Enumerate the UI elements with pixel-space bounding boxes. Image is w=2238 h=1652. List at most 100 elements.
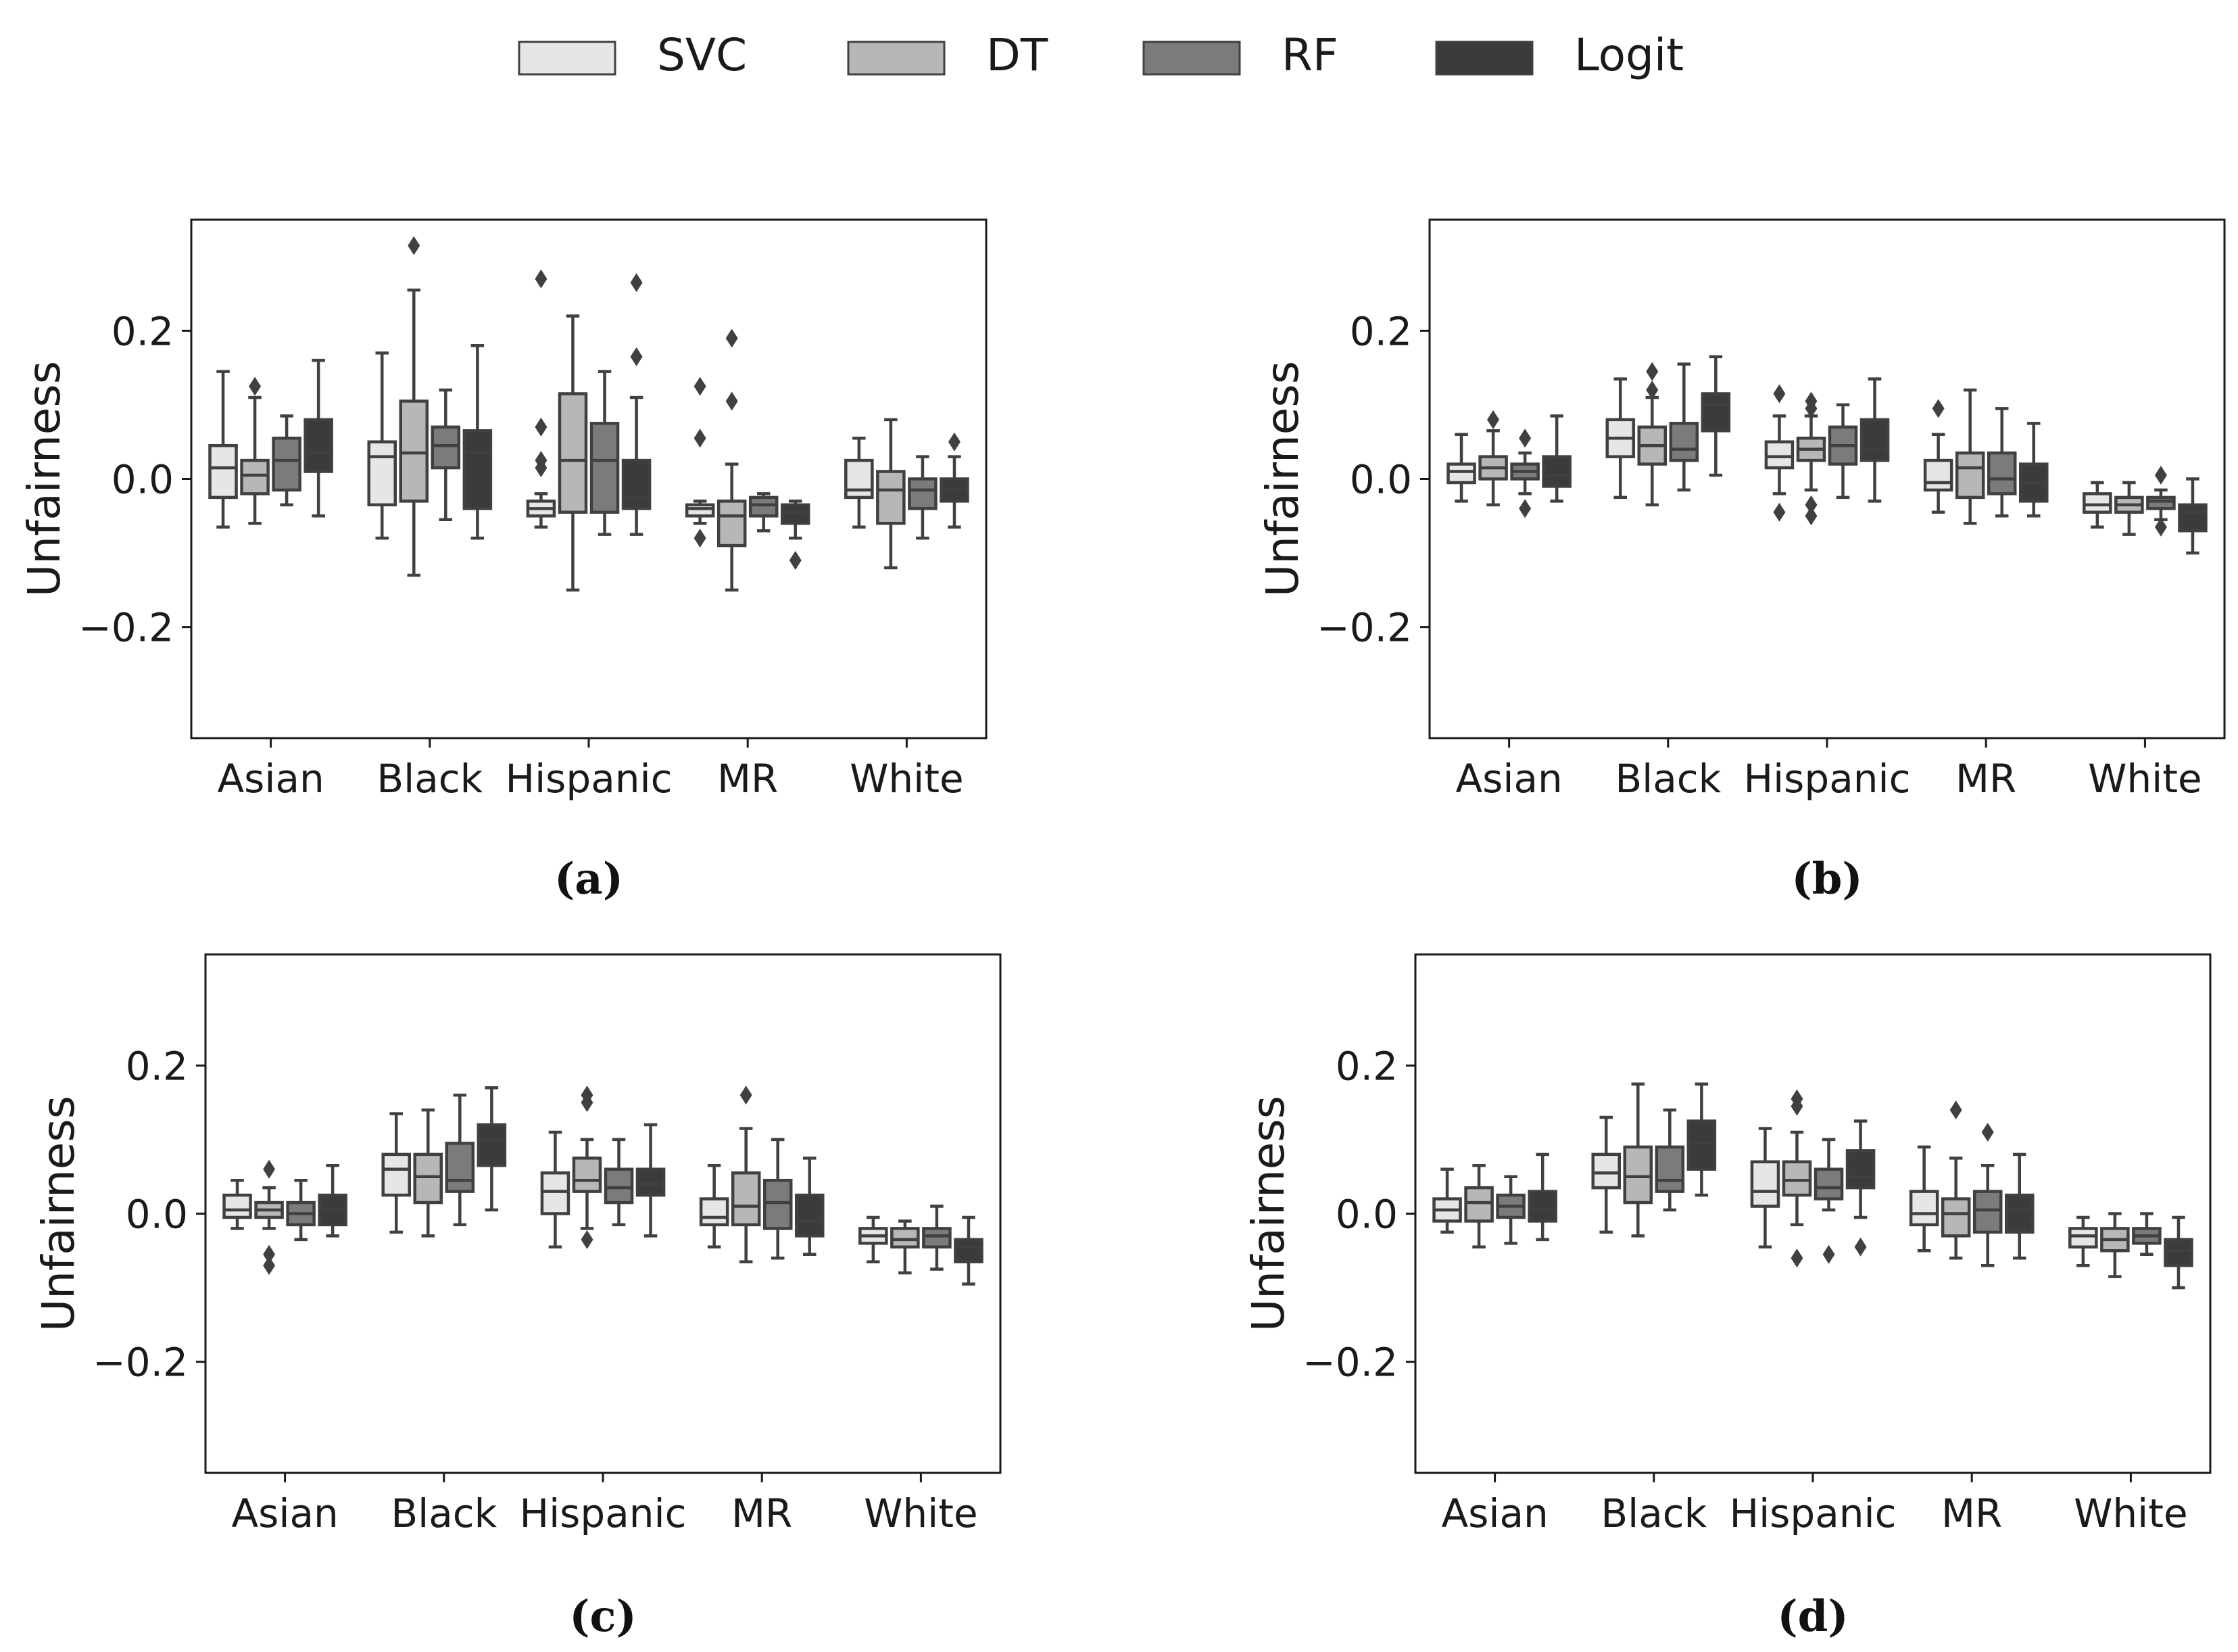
box-iqr bbox=[1814, 1167, 1844, 1200]
y-axis-label: Unfairness bbox=[18, 361, 70, 597]
box-rf-hispanic bbox=[1814, 1138, 1844, 1264]
box-rf-hispanic bbox=[604, 1138, 634, 1227]
box-rf-black bbox=[1669, 362, 1699, 492]
box-rf-hispanic bbox=[1828, 403, 1858, 500]
y-tick-label: −0.2 bbox=[93, 1340, 188, 1386]
box-svc-mr bbox=[1923, 399, 1953, 514]
box-dt-hispanic bbox=[1782, 1089, 1812, 1268]
outlier-marker bbox=[263, 1159, 276, 1179]
box-svc-white bbox=[858, 1215, 888, 1263]
outlier-marker bbox=[1791, 1096, 1803, 1116]
box-iqr bbox=[1464, 1186, 1494, 1223]
box-iqr bbox=[2146, 495, 2176, 510]
outlier-marker bbox=[581, 1230, 593, 1249]
box-dt-asian bbox=[240, 376, 270, 525]
box-rf-asian bbox=[272, 414, 301, 507]
box-iqr bbox=[604, 1167, 634, 1205]
outlier-marker bbox=[694, 529, 706, 548]
box-iqr bbox=[1446, 462, 1476, 485]
series-rf bbox=[1496, 1108, 2162, 1267]
outlier-marker bbox=[1646, 362, 1659, 381]
box-dt-black bbox=[413, 1108, 443, 1238]
legend-item-logit: Logit bbox=[1435, 29, 1684, 81]
box-rf-mr bbox=[762, 1138, 793, 1260]
box-rf-white bbox=[908, 455, 938, 540]
box-iqr bbox=[240, 458, 270, 495]
box-iqr bbox=[685, 503, 715, 518]
box-iqr bbox=[462, 429, 493, 510]
box-iqr bbox=[1782, 1160, 1812, 1197]
outlier-marker bbox=[630, 347, 643, 366]
x-tick-label: MR bbox=[731, 1490, 792, 1536]
box-iqr bbox=[716, 500, 747, 548]
box-dt-black bbox=[1623, 1082, 1653, 1238]
x-tick-label: MR bbox=[717, 756, 778, 802]
y-axis-label: Unfairness bbox=[32, 1096, 84, 1332]
outlier-marker bbox=[694, 376, 706, 396]
outlier-marker bbox=[1932, 399, 1945, 418]
box-iqr bbox=[1764, 440, 1795, 470]
box-rf-mr bbox=[1972, 1122, 2003, 1267]
y-tick-label: 0.2 bbox=[1350, 308, 1412, 354]
outlier-marker bbox=[630, 273, 643, 293]
box-dt-asian bbox=[254, 1159, 284, 1276]
legend-swatch-dt bbox=[847, 41, 946, 76]
box-iqr bbox=[2068, 1227, 2098, 1249]
box-iqr bbox=[477, 1123, 507, 1167]
x-tick-label: Asian bbox=[231, 1490, 338, 1536]
series-logit bbox=[1542, 355, 2208, 555]
box-iqr bbox=[589, 422, 620, 514]
legend-item-svc: SVC bbox=[518, 29, 747, 81]
box-iqr bbox=[272, 436, 301, 492]
box-iqr bbox=[208, 443, 238, 500]
outlier-marker bbox=[249, 376, 262, 396]
legend-item-rf: RF bbox=[1142, 29, 1338, 81]
outlier-marker bbox=[2154, 466, 2167, 485]
box-svc-black bbox=[1591, 1115, 1622, 1234]
outlier-marker bbox=[694, 429, 706, 448]
box-logit-white bbox=[2178, 477, 2208, 555]
box-svc-mr bbox=[699, 1164, 729, 1249]
box-dt-mr bbox=[1955, 388, 1985, 525]
box-logit-black bbox=[477, 1086, 507, 1212]
panel-caption: (b) bbox=[1791, 854, 1862, 904]
outlier-marker bbox=[1822, 1244, 1835, 1264]
box-dt-black bbox=[1637, 362, 1668, 507]
series-rf bbox=[272, 370, 938, 540]
box-rf-black bbox=[1655, 1108, 1685, 1212]
box-svc-black bbox=[367, 351, 397, 540]
series-dt bbox=[1478, 362, 2144, 536]
box-svc-asian bbox=[1446, 433, 1476, 503]
box-logit-white bbox=[940, 432, 969, 529]
box-logit-white bbox=[2164, 1215, 2193, 1290]
series-svc bbox=[222, 1112, 888, 1263]
outlier-marker bbox=[1773, 502, 1786, 522]
box-iqr bbox=[1750, 1160, 1780, 1208]
outlier-marker bbox=[1805, 506, 1818, 526]
box-svc-asian bbox=[208, 370, 238, 529]
x-tick-label: White bbox=[2088, 756, 2202, 802]
box-iqr bbox=[399, 399, 429, 503]
y-axis-label: Unfairness bbox=[1257, 361, 1309, 597]
series-logit bbox=[303, 273, 969, 570]
box-rf-black bbox=[445, 1093, 475, 1227]
box-dt-asian bbox=[1464, 1164, 1494, 1249]
box-logit-asian bbox=[303, 358, 333, 518]
y-tick-label: 0.0 bbox=[126, 1192, 188, 1238]
box-logit-mr bbox=[2018, 422, 2049, 518]
box-iqr bbox=[699, 1197, 729, 1227]
box-svc-hispanic bbox=[526, 269, 556, 529]
box-logit-white bbox=[954, 1215, 983, 1286]
box-dt-mr bbox=[716, 329, 747, 592]
box-iqr bbox=[1655, 1145, 1685, 1193]
box-iqr bbox=[780, 503, 810, 525]
box-iqr bbox=[748, 495, 779, 518]
x-tick-label: Black bbox=[1615, 756, 1721, 802]
box-iqr bbox=[762, 1178, 793, 1230]
box-svc-hispanic bbox=[540, 1130, 570, 1249]
outlier-marker bbox=[408, 236, 420, 256]
